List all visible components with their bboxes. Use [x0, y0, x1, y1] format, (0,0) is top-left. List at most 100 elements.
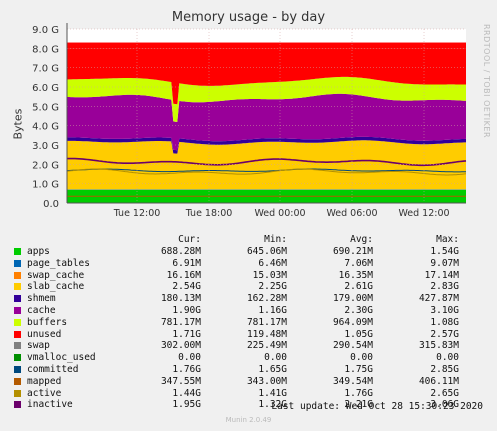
legend-row-apps: apps 688.28M 645.06M 690.21M 1.54G: [14, 246, 459, 258]
legend-value: 302.00M: [160, 340, 201, 352]
area-buffers: [67, 76, 466, 122]
legend-value: 347.55M: [160, 375, 201, 387]
legend-row-slab-cache: slab_cache 2.54G 2.25G 2.61G 2.83G: [14, 281, 459, 293]
area-unused: [67, 48, 466, 105]
x-tick-label: Wed 06:00: [326, 208, 377, 219]
legend-value: 290.54M: [332, 340, 373, 352]
legend-value: 1.08G: [430, 316, 459, 328]
legend-value: 1.54G: [430, 246, 459, 257]
legend-value: 2.21G: [344, 399, 373, 411]
rrdtool-credit: RRDTOOL / TOBI OETIKER: [482, 24, 491, 139]
legend-swatch: [14, 365, 21, 373]
legend-swatch: [14, 401, 21, 409]
legend-row-swap: swap 302.00M 225.49M 290.54M 315.83M: [14, 340, 459, 352]
legend-value: 343.00M: [246, 375, 287, 387]
x-tick-label: Wed 00:00: [254, 208, 305, 219]
legend-value: 162.28M: [246, 293, 287, 305]
legend-row-shmem: shmem 180.13M 162.28M 179.00M 427.87M: [14, 293, 459, 305]
legend-swatch: [14, 248, 21, 255]
legend-value: 1.75G: [344, 363, 373, 375]
legend-swatch: [14, 354, 21, 362]
legend-value: 15.03M: [252, 269, 287, 281]
legend-value: 3.10G: [430, 304, 459, 316]
legend-value: 349.54M: [332, 375, 373, 387]
legend-table: Cur: Min: Avg: Max: apps 688.28M 645.06M 69…: [14, 234, 459, 411]
legend-value: 964.09M: [332, 316, 373, 328]
legend-name: cache: [27, 304, 56, 316]
y-tick-label: 6.0 G: [32, 83, 59, 94]
y-tick-label: 7.0 G: [32, 64, 59, 75]
legend-value: 315.83M: [418, 340, 459, 352]
legend-value: 406.11M: [418, 375, 459, 387]
legend-row-cache: cache 1.90G 1.16G 2.30G 3.10G: [14, 305, 459, 317]
area-cache: [67, 93, 466, 151]
y-tick-label: 5.0 G: [32, 102, 59, 113]
x-tick-label: Tue 12:00: [113, 208, 161, 219]
legend-name: committed: [27, 363, 79, 375]
legend-row-committed: committed 1.76G 1.65G 1.75G 2.85G: [14, 364, 459, 376]
legend-value: 2.85G: [430, 363, 459, 375]
legend-value: 427.87M: [418, 293, 459, 305]
memory-chart: 0.0 1.0 G 2.0 G 3.0 G 4.0 G 5.0 G 6.0 G 7.0 G 8.…: [32, 23, 467, 219]
legend-value: 1.32G: [258, 399, 287, 411]
legend-row-active: active 1.44G 1.41G 1.76G 2.65G: [14, 388, 459, 400]
legend-name: swap: [27, 340, 50, 352]
y-tick-label: 9.0 G: [32, 25, 59, 36]
legend-swatch: [14, 271, 21, 279]
legend-row-mapped: mapped 347.55M 343.00M 349.54M 406.11M: [14, 376, 459, 388]
y-tick-label: 3.0 G: [32, 141, 59, 152]
legend-value: 119.48M: [246, 328, 287, 340]
legend-name: mapped: [27, 375, 62, 387]
line-committed: [66, 168, 466, 173]
legend-value: 781.17M: [160, 316, 201, 328]
legend-value: 688.28M: [160, 246, 201, 257]
legend-name: vmalloc_used: [27, 352, 96, 364]
legend-value: 1.05G: [344, 328, 373, 340]
legend-value: 9.07M: [430, 257, 459, 269]
legend-value: 180.13M: [160, 293, 201, 305]
legend-value: 1.44G: [172, 387, 201, 399]
legend-value: 6.46M: [258, 257, 287, 269]
x-tick-label: Tue 18:00: [185, 208, 233, 219]
legend-swatch: [14, 318, 21, 326]
legend-row-vmalloc-used: vmalloc_used 0.00 0.00 0.00 0.00: [14, 352, 459, 364]
legend-value: 1.90G: [172, 304, 201, 316]
y-tick-label: 1.0 G: [32, 180, 59, 191]
col-max: Max:: [436, 234, 459, 245]
legend-value: 2.65G: [430, 387, 459, 399]
legend-value: 1.95G: [172, 399, 201, 411]
area-swap: [67, 42, 466, 49]
legend-value: 16.35M: [338, 269, 373, 281]
legend-swatch: [14, 283, 21, 291]
legend-swatch: [14, 295, 21, 303]
legend-value: 2.54G: [172, 281, 201, 293]
chart-title: Memory usage - by day: [171, 10, 326, 25]
legend-name: inactive: [27, 399, 73, 411]
legend-value: 16.16M: [166, 269, 201, 281]
area-shmem: [67, 136, 466, 154]
legend-name: swap_cache: [27, 269, 85, 281]
legend-value: 0.00: [178, 352, 201, 364]
col-cur: Cur:: [178, 234, 201, 245]
legend-row-page-tables: page_tables 6.91M 6.46M 7.06M 9.07M: [14, 258, 459, 270]
legend-value: 645.06M: [246, 246, 287, 257]
legend-value: 1.76G: [172, 363, 201, 375]
legend-value: 0.00: [436, 352, 459, 364]
legend-value: 1.16G: [258, 304, 287, 316]
line-inactive: [67, 157, 467, 167]
col-min: Min:: [264, 234, 287, 245]
last-update: Last update: Wed Oct 28 15:30:23 2020: [271, 401, 483, 412]
legend-value: 1.41G: [258, 387, 287, 399]
legend-swatch: [14, 259, 21, 267]
legend-value: 7.06M: [344, 257, 373, 269]
legend-value: 1.76G: [344, 387, 373, 399]
legend-name: apps: [27, 246, 50, 257]
x-tick-label: Wed 12:00: [398, 208, 449, 219]
legend-swatch: [14, 330, 21, 338]
legend-name: buffers: [27, 316, 68, 328]
legend-value: 3.06G: [430, 399, 459, 411]
y-tick-label: 2.0 G: [32, 160, 59, 171]
legend-row-buffers: buffers 781.17M 781.17M 964.09M 1.08G: [14, 317, 459, 329]
legend-swatch: [14, 306, 21, 314]
legend-row-unused: unused 1.71G 119.48M 1.05G 2.57G: [14, 329, 459, 341]
